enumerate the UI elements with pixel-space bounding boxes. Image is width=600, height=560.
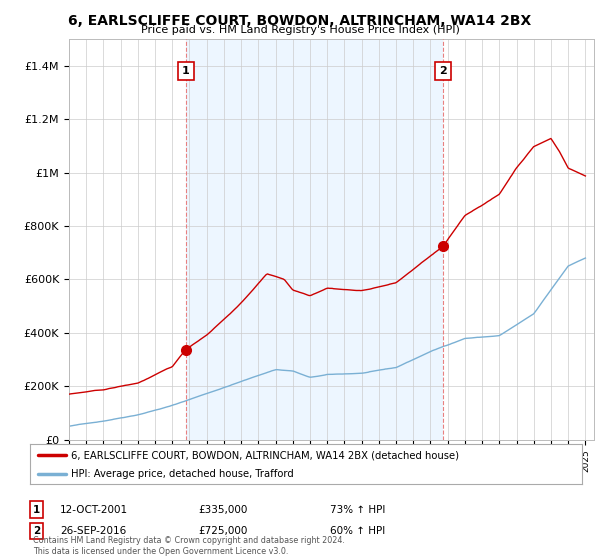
Text: 6, EARLSCLIFFE COURT, BOWDON, ALTRINCHAM, WA14 2BX: 6, EARLSCLIFFE COURT, BOWDON, ALTRINCHAM… [68, 14, 532, 28]
Text: Price paid vs. HM Land Registry's House Price Index (HPI): Price paid vs. HM Land Registry's House … [140, 25, 460, 35]
Text: £335,000: £335,000 [198, 505, 247, 515]
Text: 73% ↑ HPI: 73% ↑ HPI [330, 505, 385, 515]
Text: 1: 1 [182, 66, 190, 76]
Text: 12-OCT-2001: 12-OCT-2001 [60, 505, 128, 515]
Bar [186, 39, 443, 440]
Text: 60% ↑ HPI: 60% ↑ HPI [330, 526, 385, 536]
Text: 1: 1 [33, 505, 40, 515]
Text: 26-SEP-2016: 26-SEP-2016 [60, 526, 126, 536]
Text: 2: 2 [439, 66, 447, 76]
Text: Contains HM Land Registry data © Crown copyright and database right 2024.
This d: Contains HM Land Registry data © Crown c… [33, 536, 345, 556]
Text: £725,000: £725,000 [198, 526, 247, 536]
Text: 6, EARLSCLIFFE COURT, BOWDON, ALTRINCHAM, WA14 2BX (detached house): 6, EARLSCLIFFE COURT, BOWDON, ALTRINCHAM… [71, 450, 460, 460]
Text: 2: 2 [33, 526, 40, 536]
Text: HPI: Average price, detached house, Trafford: HPI: Average price, detached house, Traf… [71, 469, 294, 479]
